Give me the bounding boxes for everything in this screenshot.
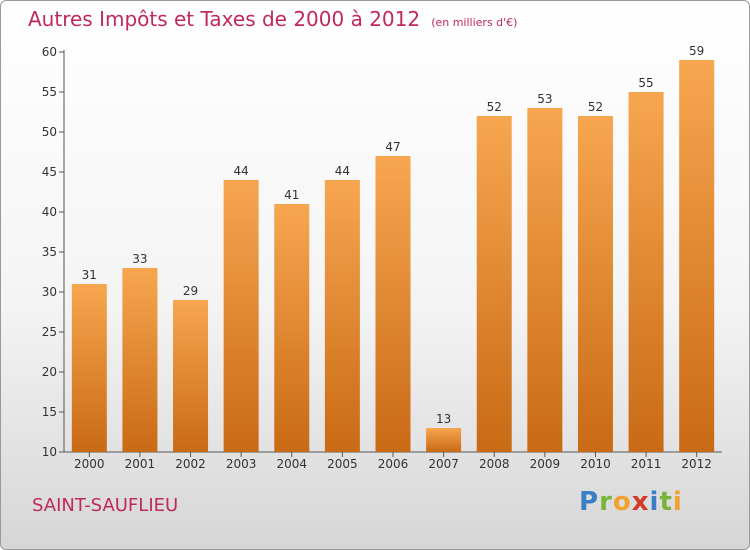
bar-chart: 10 15 20 25 30 35 40 45 50 55 60 31 2000 33 2001 29 200…: [42, 44, 722, 471]
x-tick-label: 2005: [327, 457, 358, 471]
bar-value-label: 41: [284, 188, 299, 202]
bar-2003: [223, 180, 259, 452]
bar-2001: [122, 268, 158, 452]
bar-2012: [679, 60, 715, 452]
bar-value-label: 55: [638, 76, 653, 90]
x-tick-label: 2002: [175, 457, 206, 471]
y-tick-label: 25: [42, 325, 57, 339]
bar-2011: [628, 92, 664, 452]
x-tick-label: 2004: [276, 457, 307, 471]
bar-2008: [476, 116, 512, 452]
x-tick-label: 2007: [428, 457, 459, 471]
x-tick-label: 2012: [681, 457, 712, 471]
chart-unit: (en milliers d'€): [431, 16, 518, 29]
bar-value-label: 52: [487, 100, 502, 114]
x-tick-label: 2006: [378, 457, 409, 471]
bar-2002: [173, 300, 209, 452]
bar-value-label: 33: [132, 252, 147, 266]
y-tick-label: 10: [42, 445, 57, 459]
y-tick-label: 20: [42, 365, 57, 379]
bar-value-label: 44: [234, 164, 249, 178]
bar-2007: [426, 428, 462, 452]
bar-2005: [324, 180, 360, 452]
bar-value-label: 31: [82, 268, 97, 282]
y-tick-label: 50: [42, 125, 57, 139]
bar-value-label: 44: [335, 164, 350, 178]
y-tick-label: 40: [42, 205, 57, 219]
bar-value-label: 29: [183, 284, 198, 298]
y-tick-label: 45: [42, 165, 57, 179]
bar-value-label: 13: [436, 412, 451, 426]
y-tick-label: 35: [42, 245, 57, 259]
x-tick-label: 2008: [479, 457, 510, 471]
x-tick-label: 2009: [530, 457, 561, 471]
x-tick-label: 2010: [580, 457, 611, 471]
bar-2009: [527, 108, 563, 452]
y-tick-label: 55: [42, 85, 57, 99]
bar-value-label: 47: [385, 140, 400, 154]
x-tick-label: 2000: [74, 457, 105, 471]
bar-value-label: 59: [689, 44, 704, 58]
bar-2006: [375, 156, 411, 452]
bar-2010: [577, 116, 613, 452]
y-tick-label: 30: [42, 285, 57, 299]
bar-value-label: 53: [537, 92, 552, 106]
proxiti-logo: Proxiti: [579, 487, 683, 517]
y-tick-label: 15: [42, 405, 57, 419]
x-tick-label: 2003: [226, 457, 257, 471]
chart-title-block: Autres Impôts et Taxes de 2000 à 2012 (e…: [28, 7, 517, 31]
commune-name: SAINT-SAUFLIEU: [32, 495, 179, 516]
x-tick-label: 2001: [125, 457, 156, 471]
chart-title: Autres Impôts et Taxes de 2000 à 2012: [28, 7, 421, 31]
bar-value-label: 52: [588, 100, 603, 114]
y-tick-label: 60: [42, 45, 57, 59]
bar-2000: [71, 284, 107, 452]
bar-2004: [274, 204, 310, 452]
x-tick-label: 2011: [631, 457, 662, 471]
